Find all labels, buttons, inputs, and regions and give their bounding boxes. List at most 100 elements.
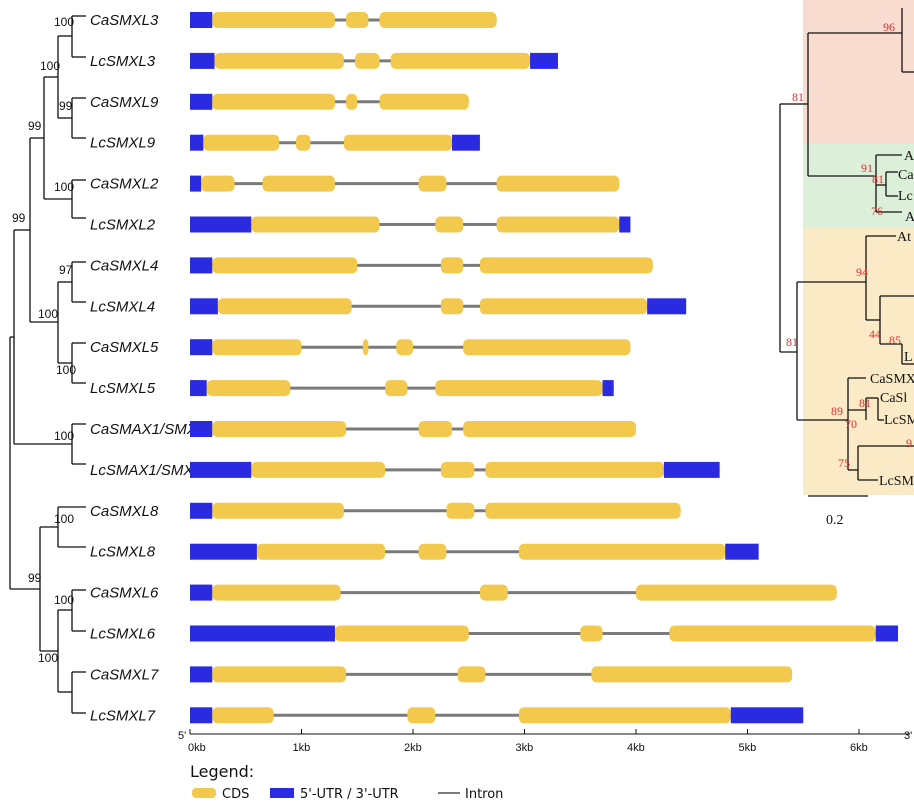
gene-row: LcSMXL9 bbox=[90, 134, 480, 152]
support-value: 81 bbox=[792, 90, 804, 104]
utr-region bbox=[663, 461, 720, 478]
gene-name-label: CaSMXL7 bbox=[90, 666, 159, 683]
utr-region bbox=[190, 216, 252, 233]
bootstrap-label: 100 bbox=[54, 429, 74, 443]
leaf-label: L bbox=[904, 350, 913, 365]
gene-row: CaSMXL3 bbox=[90, 12, 497, 29]
cds-exon bbox=[203, 134, 280, 151]
bootstrap-label: 100 bbox=[38, 651, 58, 665]
support-value: 81 bbox=[872, 172, 884, 186]
gene-row: CaSMXL5 bbox=[90, 339, 631, 356]
bootstrap-label: 97 bbox=[59, 263, 73, 277]
cds-exon bbox=[479, 584, 508, 601]
cds-exon bbox=[251, 216, 380, 233]
cds-exon bbox=[435, 380, 603, 397]
gene-row: LcSMXL5 bbox=[90, 380, 614, 397]
cds-exon bbox=[463, 421, 636, 437]
utr-region bbox=[190, 175, 202, 192]
gene-row: LcSMXL4 bbox=[90, 298, 687, 315]
cds-exon bbox=[212, 257, 358, 274]
gene-row: CaSMXL2 bbox=[90, 175, 620, 193]
gene-name-label: CaSMXL3 bbox=[90, 12, 159, 29]
cds-exon bbox=[636, 584, 837, 601]
cds-exon bbox=[390, 52, 531, 69]
utr-region bbox=[452, 134, 480, 151]
axis-tick-label: 6kb bbox=[850, 742, 868, 754]
leaf-label: Lc bbox=[898, 189, 913, 204]
gene-row: LcSMXL2 bbox=[90, 216, 631, 234]
cds-exon bbox=[343, 134, 453, 151]
utr-region bbox=[530, 52, 558, 69]
cds-exon bbox=[669, 625, 876, 642]
utr-region bbox=[730, 707, 804, 724]
leaf-label: CaSl bbox=[880, 391, 907, 406]
leaf-label: At bbox=[897, 230, 911, 245]
cds-exon bbox=[457, 666, 486, 683]
cds-exon bbox=[485, 461, 664, 478]
gene-name-label: LcSMXL3 bbox=[90, 53, 156, 70]
axis-tick-label: 4kb bbox=[627, 742, 645, 754]
gene-name-label: CaSMXL4 bbox=[90, 257, 158, 274]
axis-tick-label: 5kb bbox=[739, 742, 757, 754]
cds-exon bbox=[496, 216, 620, 233]
utr-region bbox=[190, 666, 213, 683]
gene-name-label: CaSMXL9 bbox=[90, 94, 159, 111]
cds-exon bbox=[479, 257, 653, 274]
gene-row: CaSMAX1/SMXL1 bbox=[90, 421, 636, 438]
leaf-label: A bbox=[905, 210, 914, 225]
legend: Legend: CDS 5'-UTR / 3'-UTR Intron bbox=[190, 762, 503, 802]
bootstrap-label: 100 bbox=[56, 363, 76, 377]
cds-exon bbox=[212, 584, 341, 601]
cds-exon bbox=[262, 175, 335, 192]
cds-exon bbox=[440, 298, 464, 315]
bootstrap-label: 99 bbox=[59, 99, 73, 113]
cds-exon bbox=[201, 175, 235, 192]
leaf-label: Ca bbox=[898, 168, 914, 183]
cds-exon bbox=[479, 298, 648, 315]
utr-region bbox=[190, 93, 213, 110]
clade-highlight-middle bbox=[803, 143, 914, 227]
support-value: 81 bbox=[786, 335, 798, 349]
utr-region bbox=[190, 543, 257, 560]
support-value: 96 bbox=[883, 20, 895, 34]
gene-name-label: LcSMXL8 bbox=[90, 544, 156, 561]
cds-exon bbox=[396, 339, 413, 356]
utr-region bbox=[190, 339, 213, 356]
gene-row: LcSMXL8 bbox=[90, 543, 759, 561]
utr-region bbox=[190, 502, 213, 519]
utr-region bbox=[647, 298, 687, 315]
gene-name-label: LcSMXL6 bbox=[90, 626, 156, 643]
leaf-label: LcSM bbox=[879, 474, 914, 489]
gene-name-label: CaSMXL8 bbox=[90, 503, 159, 520]
gene-name-label: LcSMXL9 bbox=[90, 135, 156, 152]
legend-cds-label: CDS bbox=[222, 787, 249, 802]
gene-name-label: CaSMXL2 bbox=[90, 176, 159, 193]
gene-structure-rows: CaSMXL3 LcSMXL3 CaSMXL9 LcSMXL9 CaSMXL2 LcSMX… bbox=[90, 12, 899, 724]
cds-exon bbox=[214, 52, 344, 69]
legend-utr-swatch bbox=[270, 788, 294, 798]
cds-exon bbox=[435, 216, 464, 233]
cds-exon bbox=[212, 339, 302, 356]
utr-region bbox=[875, 625, 899, 642]
cds-exon bbox=[518, 543, 726, 560]
support-value: 89 bbox=[831, 404, 843, 418]
length-axis: 0kb 1kb 2kb 3kb 4kb 5kb 6kb 5' 3' bbox=[178, 729, 912, 754]
bootstrap-label: 100 bbox=[54, 180, 74, 194]
cds-exon bbox=[463, 339, 631, 356]
utr-region bbox=[619, 216, 631, 233]
cds-exon bbox=[295, 134, 311, 151]
cds-exon bbox=[212, 12, 335, 28]
gene-row: LcSMAX1/SMXL1 bbox=[90, 461, 720, 479]
utr-region bbox=[725, 543, 759, 560]
gene-name-label: LcSMXL5 bbox=[90, 380, 156, 397]
cds-exon bbox=[496, 175, 620, 192]
cds-exon bbox=[217, 298, 352, 315]
utr-region bbox=[190, 298, 218, 315]
gene-row: LcSMXL3 bbox=[90, 52, 558, 70]
cds-exon bbox=[212, 93, 335, 110]
utr-region bbox=[602, 380, 614, 397]
gene-row: CaSMXL9 bbox=[90, 93, 469, 111]
cds-exon bbox=[362, 339, 369, 356]
bootstrap-label: 100 bbox=[54, 593, 74, 607]
gene-row: CaSMXL4 bbox=[90, 257, 653, 274]
